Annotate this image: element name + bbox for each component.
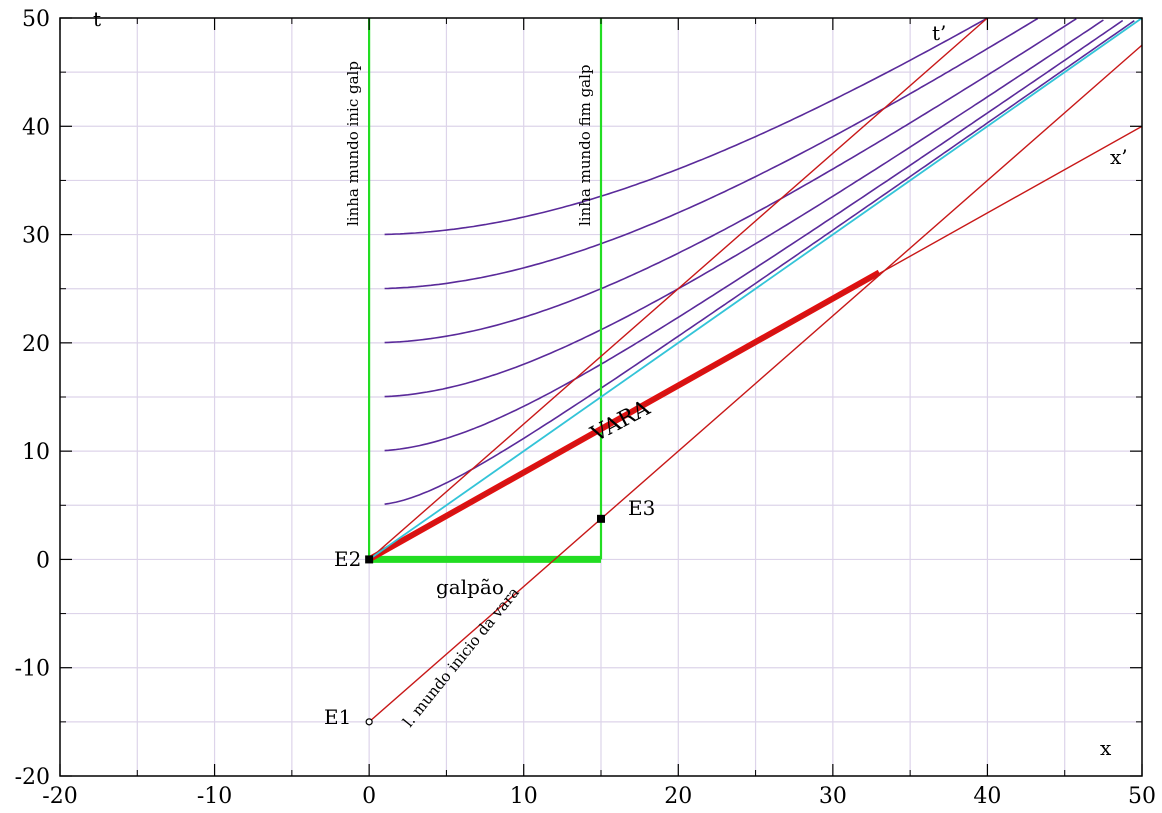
y-tick-label: 50 <box>22 7 50 32</box>
hyperbola-curve <box>384 17 988 236</box>
y-tick-label: 40 <box>22 115 50 140</box>
y-tick-label: 30 <box>22 224 50 249</box>
event-e1-marker <box>365 718 373 726</box>
x-axis-label: x <box>1100 736 1112 760</box>
x-tick-label: -20 <box>42 784 77 809</box>
x-tick-label: 40 <box>973 784 1001 809</box>
t-prime-label: t’ <box>932 21 946 45</box>
rod-label: VARA <box>586 395 655 448</box>
event-e3-label: E3 <box>628 496 655 520</box>
t-axis-label: t <box>93 7 101 31</box>
shed-label: galpão <box>436 575 504 599</box>
x-tick-label: 0 <box>362 784 376 809</box>
hyperbola-curve <box>384 17 1039 290</box>
x-tick-label: 50 <box>1128 784 1156 809</box>
y-tick-label: -20 <box>15 765 50 790</box>
shed-start-worldline-label: linha mundo inic galp <box>344 61 362 226</box>
ticks <box>59 17 1143 777</box>
curves <box>367 17 1143 723</box>
hyperbola-curve <box>384 19 1104 398</box>
hyperbola-curve <box>384 20 1135 505</box>
y-tick-label: 20 <box>22 332 50 357</box>
event-e3-marker <box>597 514 605 523</box>
x-tick-label: -10 <box>197 784 232 809</box>
rod-start-worldline-label: l. mundo inicio da vara <box>399 584 523 731</box>
t-prime-axis <box>368 17 988 560</box>
y-tick-label: -10 <box>15 657 50 682</box>
rod-start-worldline <box>368 44 1143 723</box>
event-e2-marker <box>365 555 374 564</box>
x-prime-axis <box>368 125 1143 561</box>
light-line <box>368 17 1143 561</box>
y-tick-label: 0 <box>36 548 50 573</box>
event-e2-label: E2 <box>334 547 361 571</box>
x-tick-label: 20 <box>664 784 692 809</box>
x-prime-label: x’ <box>1110 145 1128 169</box>
event-e1-label: E1 <box>324 705 351 729</box>
x-tick-label: 30 <box>819 784 847 809</box>
tick-labels: -20 -10 0 10 20 30 40 50 -20 -10 0 10 20 30 40 50 <box>15 7 1156 809</box>
hyperbola-curve <box>384 19 1124 452</box>
x-tick-label: 10 <box>510 784 538 809</box>
hyperbola-curve <box>384 18 1077 344</box>
shed-end-worldline-label: linha mundo fim galp <box>576 64 594 226</box>
events <box>365 514 605 726</box>
y-tick-label: 10 <box>22 440 50 465</box>
